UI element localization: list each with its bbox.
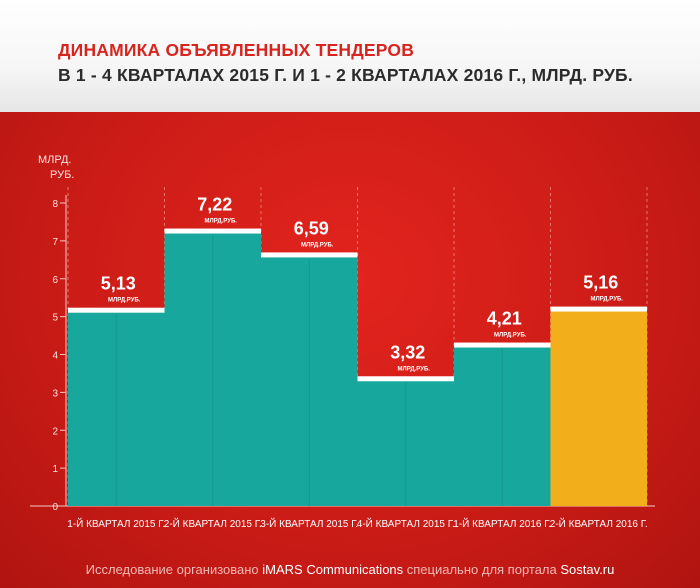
x-tick-label: 4-Й КВАРТАЛ 2015 Г. bbox=[357, 517, 455, 530]
chart-title: ДИНАМИКА ОБЪЯВЛЕННЫХ ТЕНДЕРОВ bbox=[58, 40, 415, 60]
bar-top-marker bbox=[68, 307, 165, 313]
bar bbox=[550, 310, 647, 506]
y-axis-label: МЛРД. bbox=[38, 154, 72, 166]
y-tick-label: 5 bbox=[52, 313, 58, 324]
data-unit-label: МЛРД.РУБ. bbox=[494, 333, 527, 339]
data-label: 5,16 bbox=[583, 273, 618, 293]
y-tick-label: 6 bbox=[52, 275, 58, 286]
data-label: 5,13 bbox=[101, 274, 136, 294]
y-tick-label: 7 bbox=[52, 237, 58, 248]
y-tick-label: 0 bbox=[52, 502, 58, 513]
data-unit-label: МЛРД.РУБ. bbox=[591, 297, 624, 303]
bar-top-marker bbox=[454, 342, 551, 348]
chart-subtitle: В 1 - 4 КВАРТАЛАХ 2015 Г. И 1 - 2 КВАРТА… bbox=[58, 65, 633, 85]
footer-org: iMARS Communications bbox=[262, 562, 404, 577]
data-unit-label: МЛРД.РУБ. bbox=[108, 298, 141, 304]
x-tick-label: 2-Й КВАРТАЛ 2015 Г. bbox=[164, 517, 262, 530]
bar-top-marker bbox=[550, 306, 647, 312]
y-tick-label: 8 bbox=[52, 199, 58, 210]
data-label: 3,32 bbox=[390, 342, 425, 362]
bar-top-marker bbox=[357, 376, 454, 382]
footer-prefix: Исследование организовано bbox=[85, 562, 263, 577]
y-tick-label: 1 bbox=[52, 464, 58, 475]
data-unit-label: МЛРД.РУБ. bbox=[205, 219, 238, 225]
footer-portal: Sostav.ru bbox=[560, 562, 615, 577]
data-unit-label: МЛРД.РУБ. bbox=[301, 242, 334, 248]
header: ДИНАМИКА ОБЪЯВЛЕННЫХ ТЕНДЕРОВ В 1 - 4 КВ… bbox=[0, 0, 700, 112]
x-tick-label: 1-Й КВАРТАЛ 2016 Г. bbox=[453, 517, 551, 530]
x-tick-label: 3-Й КВАРТАЛ 2015 Г. bbox=[260, 517, 358, 530]
bar-top-marker bbox=[261, 252, 358, 258]
data-label: 4,21 bbox=[487, 309, 522, 329]
bar-top-marker bbox=[164, 228, 261, 234]
y-tick-label: 2 bbox=[52, 426, 58, 437]
y-axis-label: РУБ. bbox=[50, 169, 74, 181]
y-tick-label: 4 bbox=[52, 351, 58, 362]
x-tick-label: 2-Й КВАРТАЛ 2016 Г. bbox=[550, 517, 648, 530]
footer-middle: специально для портала bbox=[403, 562, 561, 577]
data-unit-label: МЛРД.РУБ. bbox=[398, 366, 431, 372]
footer: Исследование организовано iMARS Communic… bbox=[0, 562, 700, 577]
y-tick-label: 3 bbox=[52, 388, 58, 399]
data-label: 7,22 bbox=[197, 195, 232, 215]
x-tick-label: 1-Й КВАРТАЛ 2015 Г. bbox=[67, 517, 165, 530]
data-label: 6,59 bbox=[294, 218, 329, 238]
